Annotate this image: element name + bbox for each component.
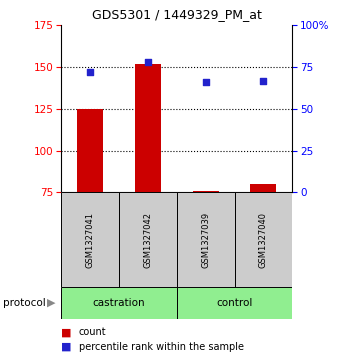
Text: protocol: protocol — [4, 298, 46, 308]
Text: GSM1327041: GSM1327041 — [86, 212, 94, 268]
Bar — [77, 109, 103, 192]
Text: GSM1327039: GSM1327039 — [201, 212, 210, 268]
Text: percentile rank within the sample: percentile rank within the sample — [79, 342, 244, 352]
Text: count: count — [79, 327, 106, 337]
Bar — [193, 191, 219, 192]
Bar — [250, 184, 276, 192]
Title: GDS5301 / 1449329_PM_at: GDS5301 / 1449329_PM_at — [92, 8, 262, 21]
Text: castration: castration — [93, 298, 145, 308]
Text: ■: ■ — [61, 327, 72, 337]
Bar — [119, 192, 177, 287]
Text: GSM1327042: GSM1327042 — [144, 212, 152, 268]
Bar — [61, 192, 119, 287]
Point — [88, 69, 93, 75]
Bar — [61, 287, 177, 319]
Bar — [177, 192, 234, 287]
Text: ▶: ▶ — [47, 298, 55, 308]
Point — [145, 59, 150, 65]
Text: control: control — [216, 298, 253, 308]
Text: GSM1327040: GSM1327040 — [259, 212, 268, 268]
Point — [260, 78, 266, 83]
Text: ■: ■ — [61, 342, 72, 352]
Point — [203, 79, 209, 85]
Bar — [177, 287, 292, 319]
Bar — [135, 64, 161, 192]
Bar — [234, 192, 292, 287]
